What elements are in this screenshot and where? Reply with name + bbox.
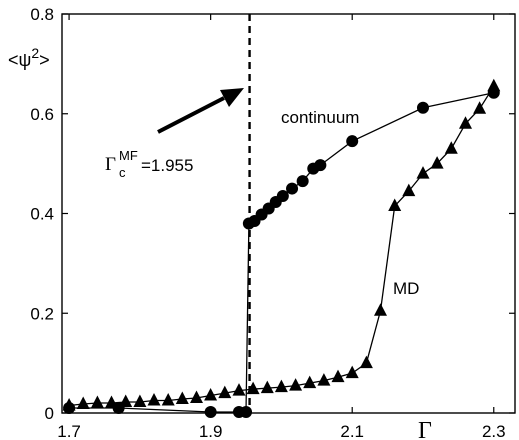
y-tick-label: 0	[45, 404, 54, 423]
md-point	[204, 388, 218, 401]
x-tick-label: 2.3	[482, 422, 506, 440]
md-point	[260, 380, 274, 394]
plot-frame	[61, 13, 516, 414]
x-tick-label: 2.1	[340, 422, 364, 440]
continuum-point	[416, 101, 429, 114]
continuum-point	[240, 406, 253, 419]
annotation-arrowhead	[220, 88, 244, 107]
md-point	[444, 141, 458, 154]
annotation-gamma-symbol: Γ	[105, 154, 116, 175]
annotation-subscript: c	[119, 165, 126, 180]
y-tick-label: 0.8	[30, 5, 54, 24]
md-point	[289, 378, 303, 391]
continuum-series-label: continuum	[281, 108, 359, 127]
md-point	[374, 303, 387, 316]
annotation-superscript: MF	[119, 148, 138, 163]
md-point	[459, 116, 472, 129]
annotation-value: =1.955	[141, 156, 193, 175]
md-point	[317, 373, 331, 386]
continuum-point	[112, 402, 125, 415]
md-series-label: MD	[393, 279, 419, 298]
md-point	[345, 365, 359, 379]
annotation-arrow-line	[157, 96, 225, 134]
continuum-point	[276, 190, 289, 203]
y-tick-label: 0.4	[30, 205, 54, 224]
axis-tick-labels: 1.7 1.9 2.1 2.3 0 0.2 0.4 0.6 0.8	[30, 5, 505, 440]
md-point	[388, 198, 402, 211]
md-point	[190, 390, 203, 403]
md-point	[90, 395, 104, 408]
md-point	[331, 369, 345, 383]
md-line	[69, 85, 495, 407]
y-axis-label-sup: 2	[31, 45, 39, 61]
continuum-point	[346, 135, 359, 148]
md-point	[232, 383, 246, 396]
md-point	[402, 183, 416, 197]
continuum-point	[487, 86, 500, 99]
y-tick-label: 0.2	[30, 304, 54, 323]
continuum-series	[63, 86, 500, 419]
md-point	[430, 156, 444, 169]
y-axis-label: <ψ2>	[8, 45, 50, 70]
x-axis-label: Γ	[418, 418, 432, 440]
critical-gamma-annotation: Γ	[105, 154, 116, 175]
md-point	[473, 101, 487, 114]
md-point	[218, 385, 232, 399]
continuum-point	[286, 182, 299, 195]
continuum-point	[314, 159, 327, 172]
x-tick-label: 1.7	[57, 422, 81, 440]
y-tick-label: 0.6	[30, 105, 54, 124]
md-point	[161, 393, 175, 406]
md-point	[133, 394, 147, 407]
y-axis-label-main: <ψ	[8, 50, 31, 70]
md-series	[62, 78, 501, 411]
md-point	[359, 355, 373, 369]
md-point	[303, 375, 317, 389]
md-point	[416, 166, 430, 179]
axis-ticks	[62, 13, 515, 414]
continuum-line	[69, 92, 494, 413]
md-point	[274, 379, 288, 393]
md-point	[76, 396, 90, 409]
md-point	[147, 393, 161, 406]
md-point	[175, 391, 189, 404]
y-axis-label-close: >	[39, 50, 50, 70]
x-tick-label: 1.9	[199, 422, 223, 440]
continuum-point	[296, 175, 309, 188]
